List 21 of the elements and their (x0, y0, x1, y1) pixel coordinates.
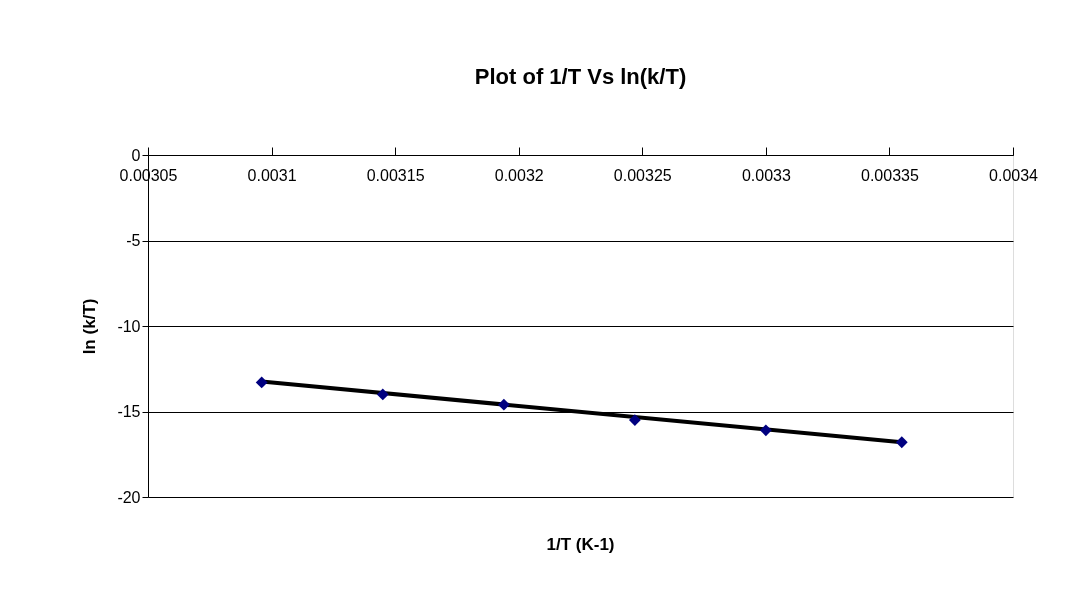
x-axis-title: 1/T (K-1) (546, 535, 615, 554)
x-tick-label: 0.0034 (989, 166, 1039, 184)
y-tick-label: -20 (117, 488, 141, 506)
y-axis-title: ln (k/T) (80, 298, 100, 355)
point (895, 436, 908, 449)
point (497, 398, 510, 411)
y-tick-label: -10 (117, 317, 141, 335)
x-tick-label: 0.0031 (247, 166, 297, 184)
x-tick-label: 0.0033 (741, 166, 791, 184)
x-tick-label: 0.00325 (613, 166, 672, 184)
x-tick-label: 0.00335 (861, 166, 919, 184)
x-tick-label: 0.0032 (494, 166, 544, 184)
point (628, 414, 641, 426)
y-tick-label: -5 (126, 232, 141, 249)
point (759, 424, 772, 437)
chart-title: Plot of 1/T Vs ln(k/T) (474, 63, 687, 89)
y-tick-label: -15 (117, 403, 141, 420)
point (255, 376, 268, 389)
x-tick-label: 0.00315 (366, 166, 425, 184)
y-tick-label: 0 (131, 146, 141, 164)
point (376, 388, 389, 401)
